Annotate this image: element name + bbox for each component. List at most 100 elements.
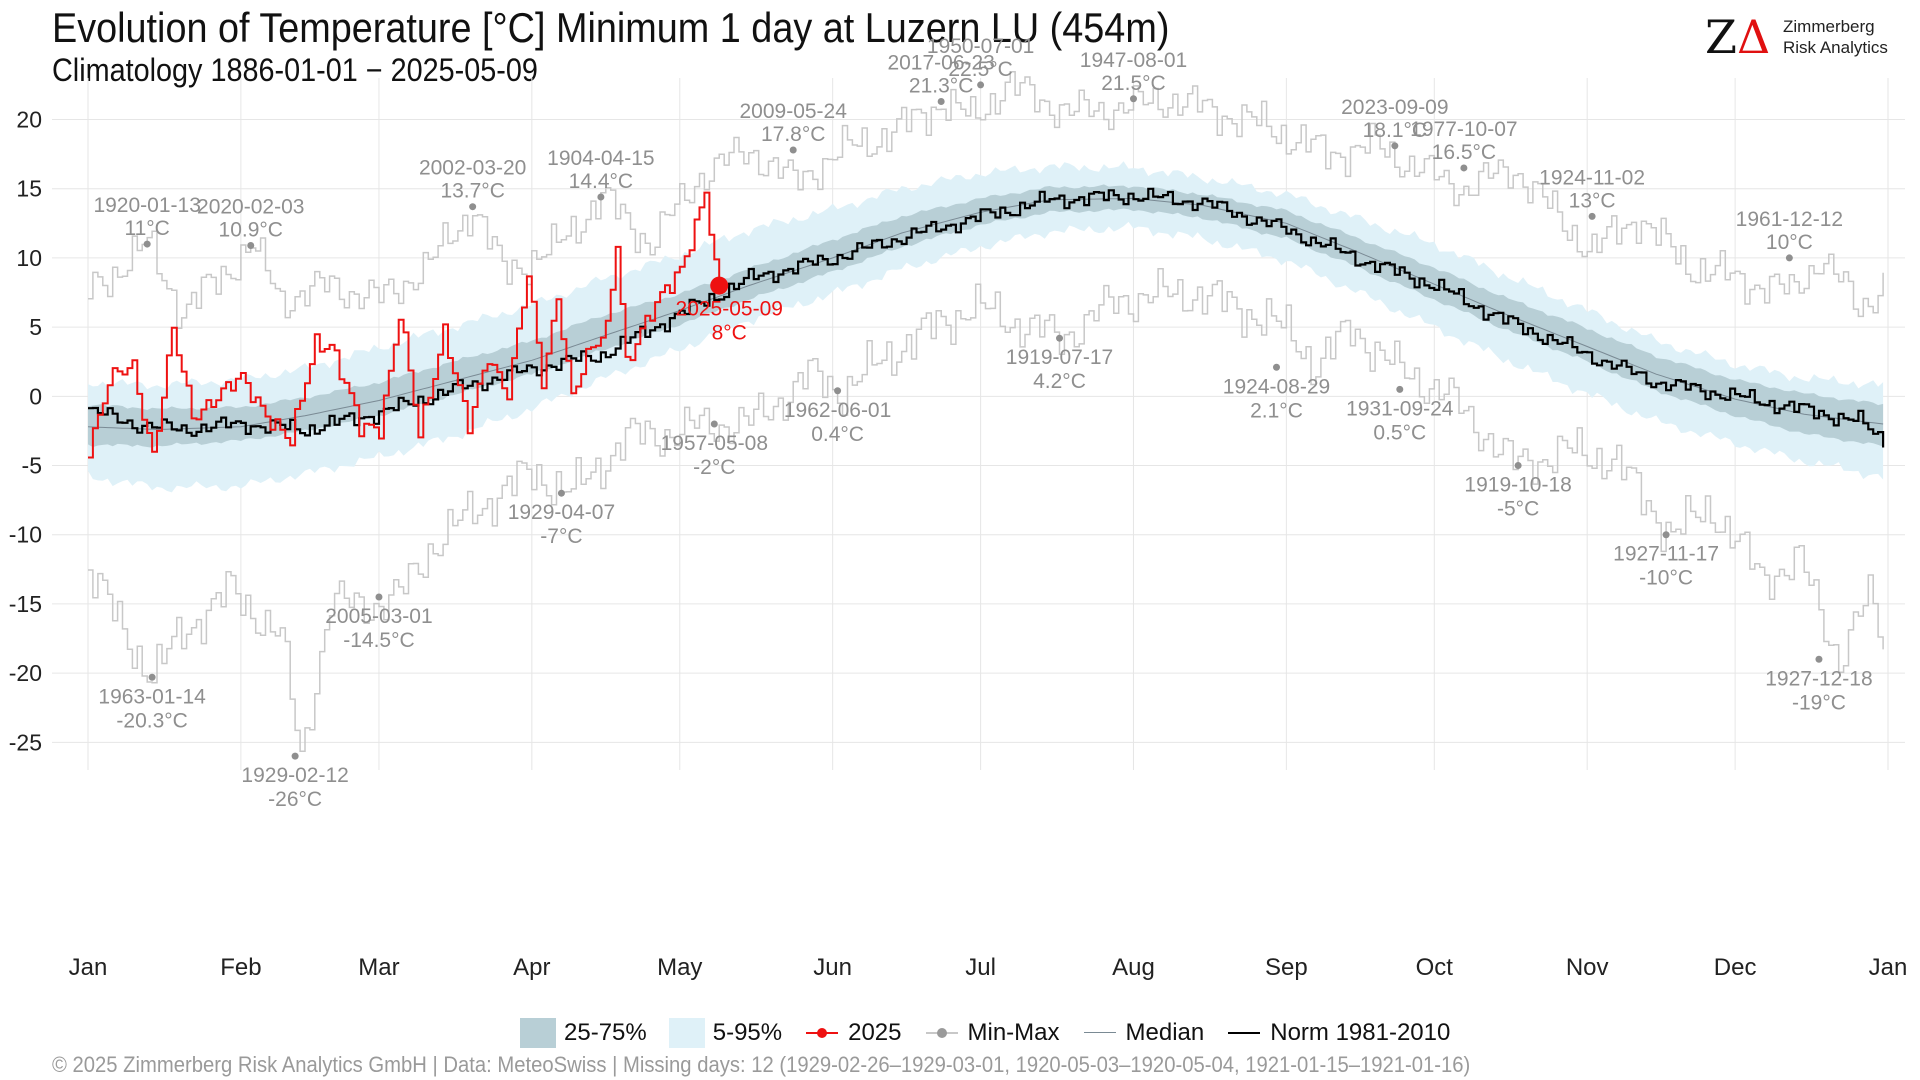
record-max-date: 2017-06-23 (887, 52, 994, 75)
record-max-date: 2009-05-24 (739, 100, 847, 123)
record-min-point (1815, 655, 1823, 663)
band-5-95 (88, 161, 1884, 493)
record-max-point (1129, 95, 1137, 103)
y-tick-label: 5 (29, 314, 42, 340)
record-min-point (375, 593, 383, 601)
record-max-point (597, 193, 605, 201)
legend-item-median: Median (1082, 1018, 1204, 1048)
record-min-value: 4.2°C (1033, 370, 1086, 393)
record-max-value: 10.9°C (219, 218, 283, 241)
record-max-value: 17.8°C (761, 123, 825, 146)
record-min-value: 2.1°C (1250, 399, 1303, 422)
record-max-date: 1950-07-01 (927, 35, 1034, 58)
record-min-value: -10°C (1639, 567, 1693, 590)
record-min-date: 2005-03-01 (325, 605, 432, 628)
minmax-layer (88, 70, 1884, 752)
record-max-value: 11°C (124, 217, 169, 240)
record-max-value: 21.3°C (909, 75, 973, 98)
record-min-point (1662, 531, 1670, 539)
record-max-line (88, 70, 1884, 329)
current-day-point (710, 276, 729, 295)
record-max-date: 1904-04-15 (547, 147, 654, 170)
record-max-point (143, 240, 151, 248)
band-25-75 (88, 184, 1884, 448)
record-min-value: -2°C (693, 456, 735, 479)
x-tick-label: Jan (69, 954, 108, 981)
record-min-value: -20.3°C (116, 709, 187, 732)
record-min-value: 0.5°C (1373, 421, 1426, 444)
x-tick-label: Jul (965, 954, 996, 981)
legend-item-norm: Norm 1981-2010 (1226, 1018, 1450, 1048)
grid-layer (52, 78, 1905, 770)
record-min-date: 1931-09-24 (1346, 397, 1454, 420)
footer-credits: © 2025 Zimmerberg Risk Analytics GmbH | … (52, 1052, 1471, 1077)
record-min-value: -14.5°C (343, 629, 414, 652)
y-tick-label: -25 (9, 729, 42, 755)
x-tick-label: Dec (1714, 954, 1757, 981)
record-min-value: -7°C (540, 525, 582, 548)
record-max-point (1391, 142, 1399, 150)
chart-subtitle: Climatology 1886-01-01 − 2025-05-09 (52, 52, 538, 88)
record-min-date: 1919-07-17 (1006, 346, 1113, 369)
record-max-point (937, 98, 945, 106)
y-tick-label: 0 (29, 383, 42, 409)
logo-name: Zimmerberg Risk Analytics (1783, 17, 1888, 57)
record-min-date: 1927-11-17 (1613, 543, 1719, 566)
record-min-value: -26°C (268, 788, 322, 811)
record-min-value: -19°C (1792, 691, 1846, 714)
median-line (87, 197, 1884, 431)
record-min-date: 1924-08-29 (1223, 375, 1330, 398)
y-tick-label: -10 (9, 522, 42, 548)
norm-line (88, 187, 1885, 448)
legend-key-median (1082, 1018, 1118, 1048)
record-max-date: 2020-02-03 (197, 195, 304, 218)
record-max-value: 16.5°C (1432, 141, 1496, 164)
y-tick-label: 20 (16, 107, 42, 133)
x-tick-label: Feb (220, 954, 261, 981)
record-max-point (977, 81, 985, 89)
record-min-date: 1963-01-14 (98, 685, 206, 708)
record-max-value: 10°C (1766, 231, 1813, 254)
legend-key-norm (1226, 1018, 1262, 1048)
current-date-label: 2025-05-09 (676, 298, 783, 321)
record-max-date: 1947-08-01 (1080, 49, 1187, 72)
record-max-date: 1977-10-07 (1410, 118, 1517, 141)
x-tick-label: Jan (1869, 954, 1908, 981)
record-min-date: 1927-12-18 (1765, 667, 1872, 690)
legend-key-iqr (520, 1018, 556, 1048)
legend-item-iqr: 25-75% (520, 1018, 647, 1048)
legend: 25-75% 5-95% 2025 Min-Max Median Norm 19… (520, 1015, 1472, 1051)
y-tick-label: -5 (22, 453, 42, 479)
record-min-point (291, 752, 299, 760)
record-max-point (789, 146, 797, 154)
record-max-value: 22.5°C (948, 58, 1012, 81)
record-max-value: 21.5°C (1101, 72, 1165, 95)
record-min-value: 0.4°C (811, 423, 864, 446)
record-max-date: 2023-09-09 (1341, 96, 1448, 119)
legend-key-minmax (924, 1018, 960, 1048)
record-min-line (88, 268, 1884, 752)
x-tick-label: Jun (813, 954, 852, 981)
current-value-label: 8°C (712, 322, 747, 345)
record-min-point (1514, 462, 1522, 470)
record-max-point (1460, 164, 1468, 172)
record-min-date: 1929-02-12 (241, 764, 348, 787)
record-max-point (247, 241, 255, 249)
legend-key-5-95 (668, 1018, 705, 1048)
year-2025-line (88, 191, 721, 459)
logo-mark: ZΔ (1705, 10, 1771, 64)
record-min-point (557, 489, 565, 497)
record-max-date: 1924-11-02 (1539, 166, 1645, 189)
record-max-point (1785, 254, 1793, 262)
legend-item-2025: 2025 (804, 1018, 902, 1048)
y-tick-label: 15 (16, 176, 42, 202)
record-max-value: 18.1°C (1363, 119, 1427, 142)
axis-layer: 20 15 10 5 0 -5 -10 -15 -20 -25 Jan Feb Mar Apr May Jun… (9, 107, 1908, 981)
legend-item-5-95: 5-95% (668, 1018, 782, 1048)
x-tick-label: Apr (513, 954, 550, 981)
record-max-date: 1961-12-12 (1736, 208, 1843, 231)
record-min-value: -5°C (1497, 498, 1539, 521)
x-tick-label: Oct (1416, 954, 1454, 981)
